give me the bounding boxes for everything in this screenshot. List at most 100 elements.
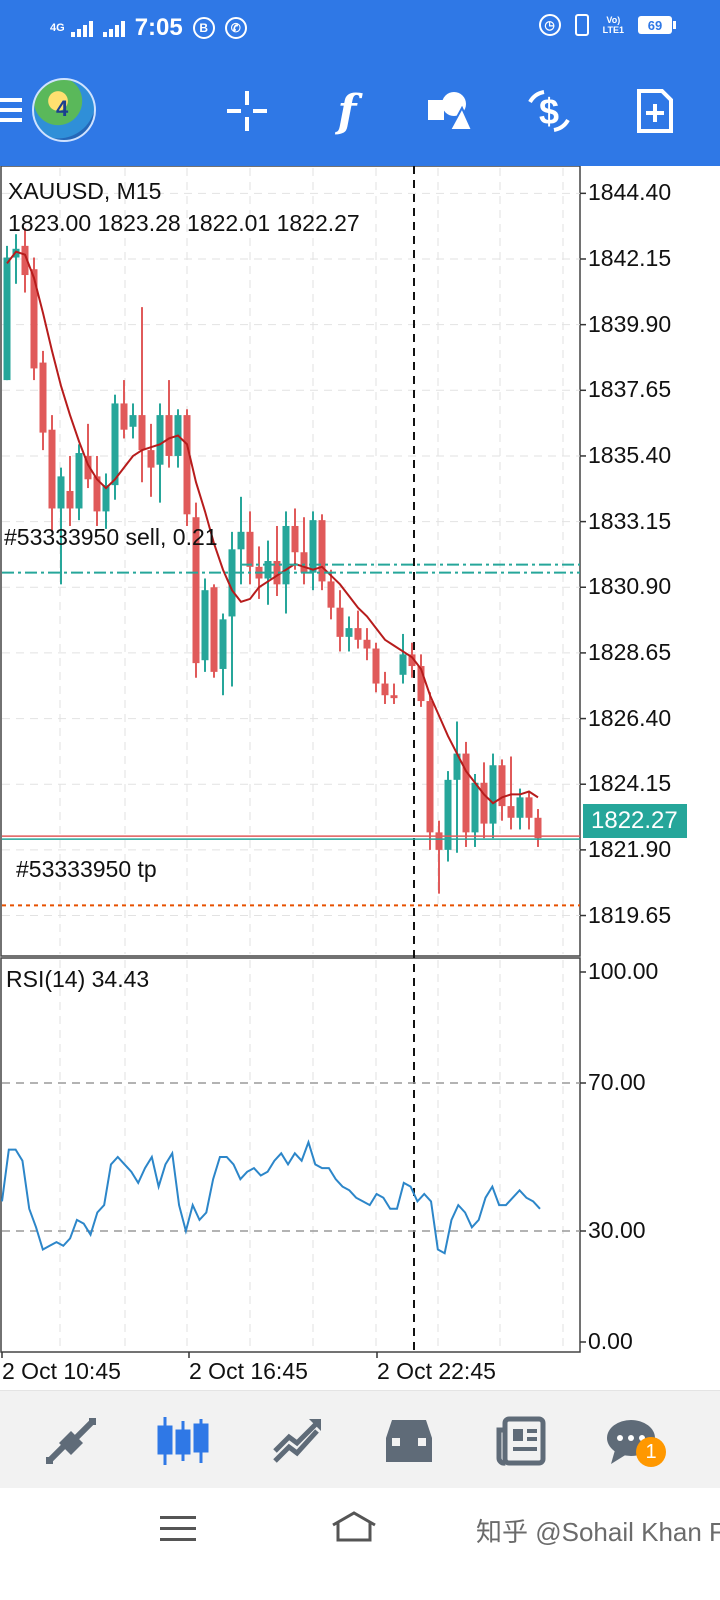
candle-body [399,654,407,675]
vibrate-icon [574,14,589,36]
system-nav [0,1488,720,1600]
candle-body [237,531,245,550]
candle-body [273,561,281,585]
candle-body [489,765,497,824]
price-tick-label: 1837.65 [588,376,672,403]
ohlc-label: 1823.00 1823.28 1822.01 1822.27 [8,210,360,236]
candle-body [390,695,398,699]
objects-icon[interactable] [414,76,484,146]
volte-icon: Vo) LTE1 [602,15,624,35]
history-icon[interactable] [374,1413,444,1469]
indicators-icon[interactable]: f [312,76,382,146]
trade-icon[interactable]: $ [514,76,584,146]
candle-body [462,753,470,833]
candle-body [30,269,38,369]
candle-body [3,257,11,381]
crosshair-icon[interactable] [212,76,282,146]
battery-icon: 69 [638,16,676,34]
watermark: 知乎 @Sohail Khan Fx [476,1517,720,1547]
candle-body [84,455,92,480]
candle-body [516,797,524,818]
candle-body [291,525,299,553]
candle-body [354,628,362,640]
candle-body [534,817,542,839]
candle-body [381,683,389,696]
candle-body [426,701,434,833]
app-logo[interactable]: 4 [32,78,96,142]
rsi-tick-label: 0.00 [588,1328,633,1354]
candle-body [219,619,227,669]
quotes-icon[interactable] [36,1413,106,1469]
candle-body [147,450,155,468]
candle-body [201,590,209,661]
candle-body [48,429,56,509]
svg-text:$: $ [539,91,559,132]
candle-body [408,654,416,667]
recent-apps-icon[interactable] [160,1516,196,1541]
price-tick-label: 1826.40 [588,704,672,731]
candle-body [372,648,380,684]
candle-body [264,561,272,579]
price-tick-label: 1842.15 [588,244,672,271]
home-icon[interactable] [330,1510,378,1549]
candle-body [102,485,110,512]
candle-body [318,520,326,582]
signal-icon [70,19,93,37]
order-sell-label: #53333950 sell, 0.21 [4,524,218,550]
candle-body [309,520,317,573]
candle-body [111,403,119,486]
top-bar: 4G 7:05 B ✆ ◷ Vo) LTE1 69 4 f $ [0,0,720,166]
function-glyph: f [337,85,357,137]
candle-body [156,415,164,465]
candle-body [300,552,308,573]
candle-body [21,245,29,276]
b-notification-icon: B [192,17,215,39]
candle-body [345,628,353,637]
rsi-line [1,1139,541,1255]
clock: 7:05 [134,14,183,41]
candle-body [246,531,254,567]
moving-average-line [6,250,539,805]
candle-body [336,607,344,637]
time-tick-label: 2 Oct 16:45 [189,1358,308,1384]
price-tick-label: 1835.40 [588,441,672,468]
candle-body [183,415,191,515]
chat-icon[interactable]: 1 [596,1413,666,1469]
chat-badge: 1 [636,1437,666,1467]
candle-body [453,753,461,780]
candle-body [417,666,425,702]
price-tick-label: 1844.40 [588,179,672,206]
candle-body [165,415,173,456]
bottom-nav: 1 [0,1390,720,1488]
candle-body [66,490,74,509]
candle-body [93,476,101,512]
trade-nav-icon[interactable] [262,1413,332,1469]
candle-body [498,765,506,807]
candle-body [138,415,146,451]
candle-body [525,797,533,818]
news-icon[interactable] [486,1413,556,1469]
candle-body [192,517,200,664]
candle-body [210,587,218,672]
chart-icon[interactable] [148,1413,218,1469]
current-price-tag: 1822.27 [583,804,687,838]
candle-body [228,549,236,617]
chart-canvas[interactable] [0,166,720,1388]
price-tick-label: 1828.65 [588,638,672,665]
rsi-tick-label: 100.00 [588,958,659,984]
price-tick-label: 1819.65 [588,901,672,928]
signal-icon-2 [102,19,125,37]
new-order-icon[interactable] [620,76,690,146]
chart-area[interactable]: XAUUSD, M15 1823.00 1823.28 1822.01 1822… [0,166,720,1388]
menu-icon[interactable] [0,98,22,128]
candle-body [282,525,290,585]
time-tick-label: 2 Oct 10:45 [2,1358,121,1384]
rsi-tick-label: 30.00 [588,1217,646,1243]
candle-body [75,453,83,509]
candle-body [435,832,443,850]
candle-body [471,782,479,833]
rsi-label: RSI(14) 34.43 [6,966,150,992]
candle-body [129,415,137,427]
time-tick-label: 2 Oct 22:45 [377,1358,496,1384]
status-bar: 4G 7:05 B ✆ ◷ Vo) LTE1 69 [0,0,720,60]
